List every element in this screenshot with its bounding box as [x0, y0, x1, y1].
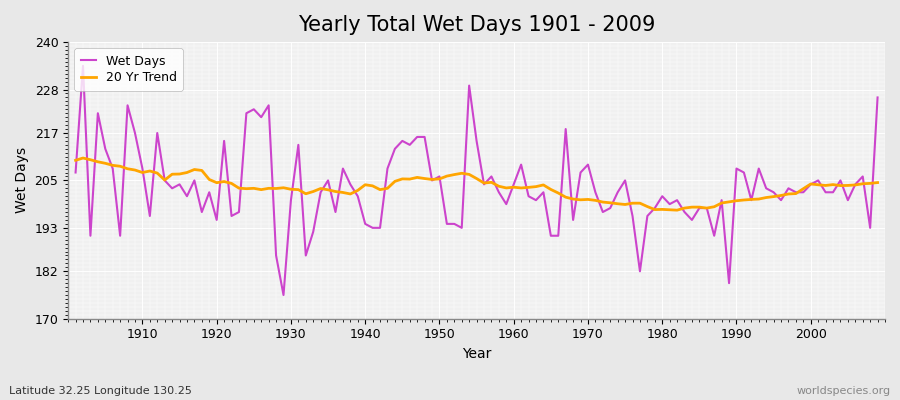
Wet Days	[523, 194, 534, 199]
Line: 20 Yr Trend: 20 Yr Trend	[76, 158, 878, 210]
Line: Wet Days: Wet Days	[76, 66, 878, 295]
Wet Days	[308, 229, 319, 234]
Wet Days	[516, 162, 526, 167]
20 Yr Trend	[605, 200, 616, 205]
Wet Days	[70, 170, 81, 175]
Wet Days	[872, 95, 883, 100]
X-axis label: Year: Year	[462, 347, 491, 361]
Wet Days	[353, 194, 364, 199]
Text: Latitude 32.25 Longitude 130.25: Latitude 32.25 Longitude 130.25	[9, 386, 192, 396]
Text: worldspecies.org: worldspecies.org	[796, 386, 891, 396]
20 Yr Trend	[70, 158, 81, 163]
20 Yr Trend	[516, 186, 526, 190]
20 Yr Trend	[301, 191, 311, 196]
Wet Days	[137, 166, 148, 171]
20 Yr Trend	[671, 208, 682, 212]
Wet Days	[278, 293, 289, 298]
Title: Yearly Total Wet Days 1901 - 2009: Yearly Total Wet Days 1901 - 2009	[298, 15, 655, 35]
Wet Days	[612, 190, 623, 195]
Legend: Wet Days, 20 Yr Trend: Wet Days, 20 Yr Trend	[75, 48, 183, 91]
20 Yr Trend	[137, 170, 148, 175]
Y-axis label: Wet Days: Wet Days	[15, 147, 29, 214]
Wet Days	[77, 64, 88, 68]
20 Yr Trend	[345, 192, 356, 196]
20 Yr Trend	[872, 180, 883, 185]
20 Yr Trend	[508, 185, 519, 190]
20 Yr Trend	[77, 156, 88, 160]
